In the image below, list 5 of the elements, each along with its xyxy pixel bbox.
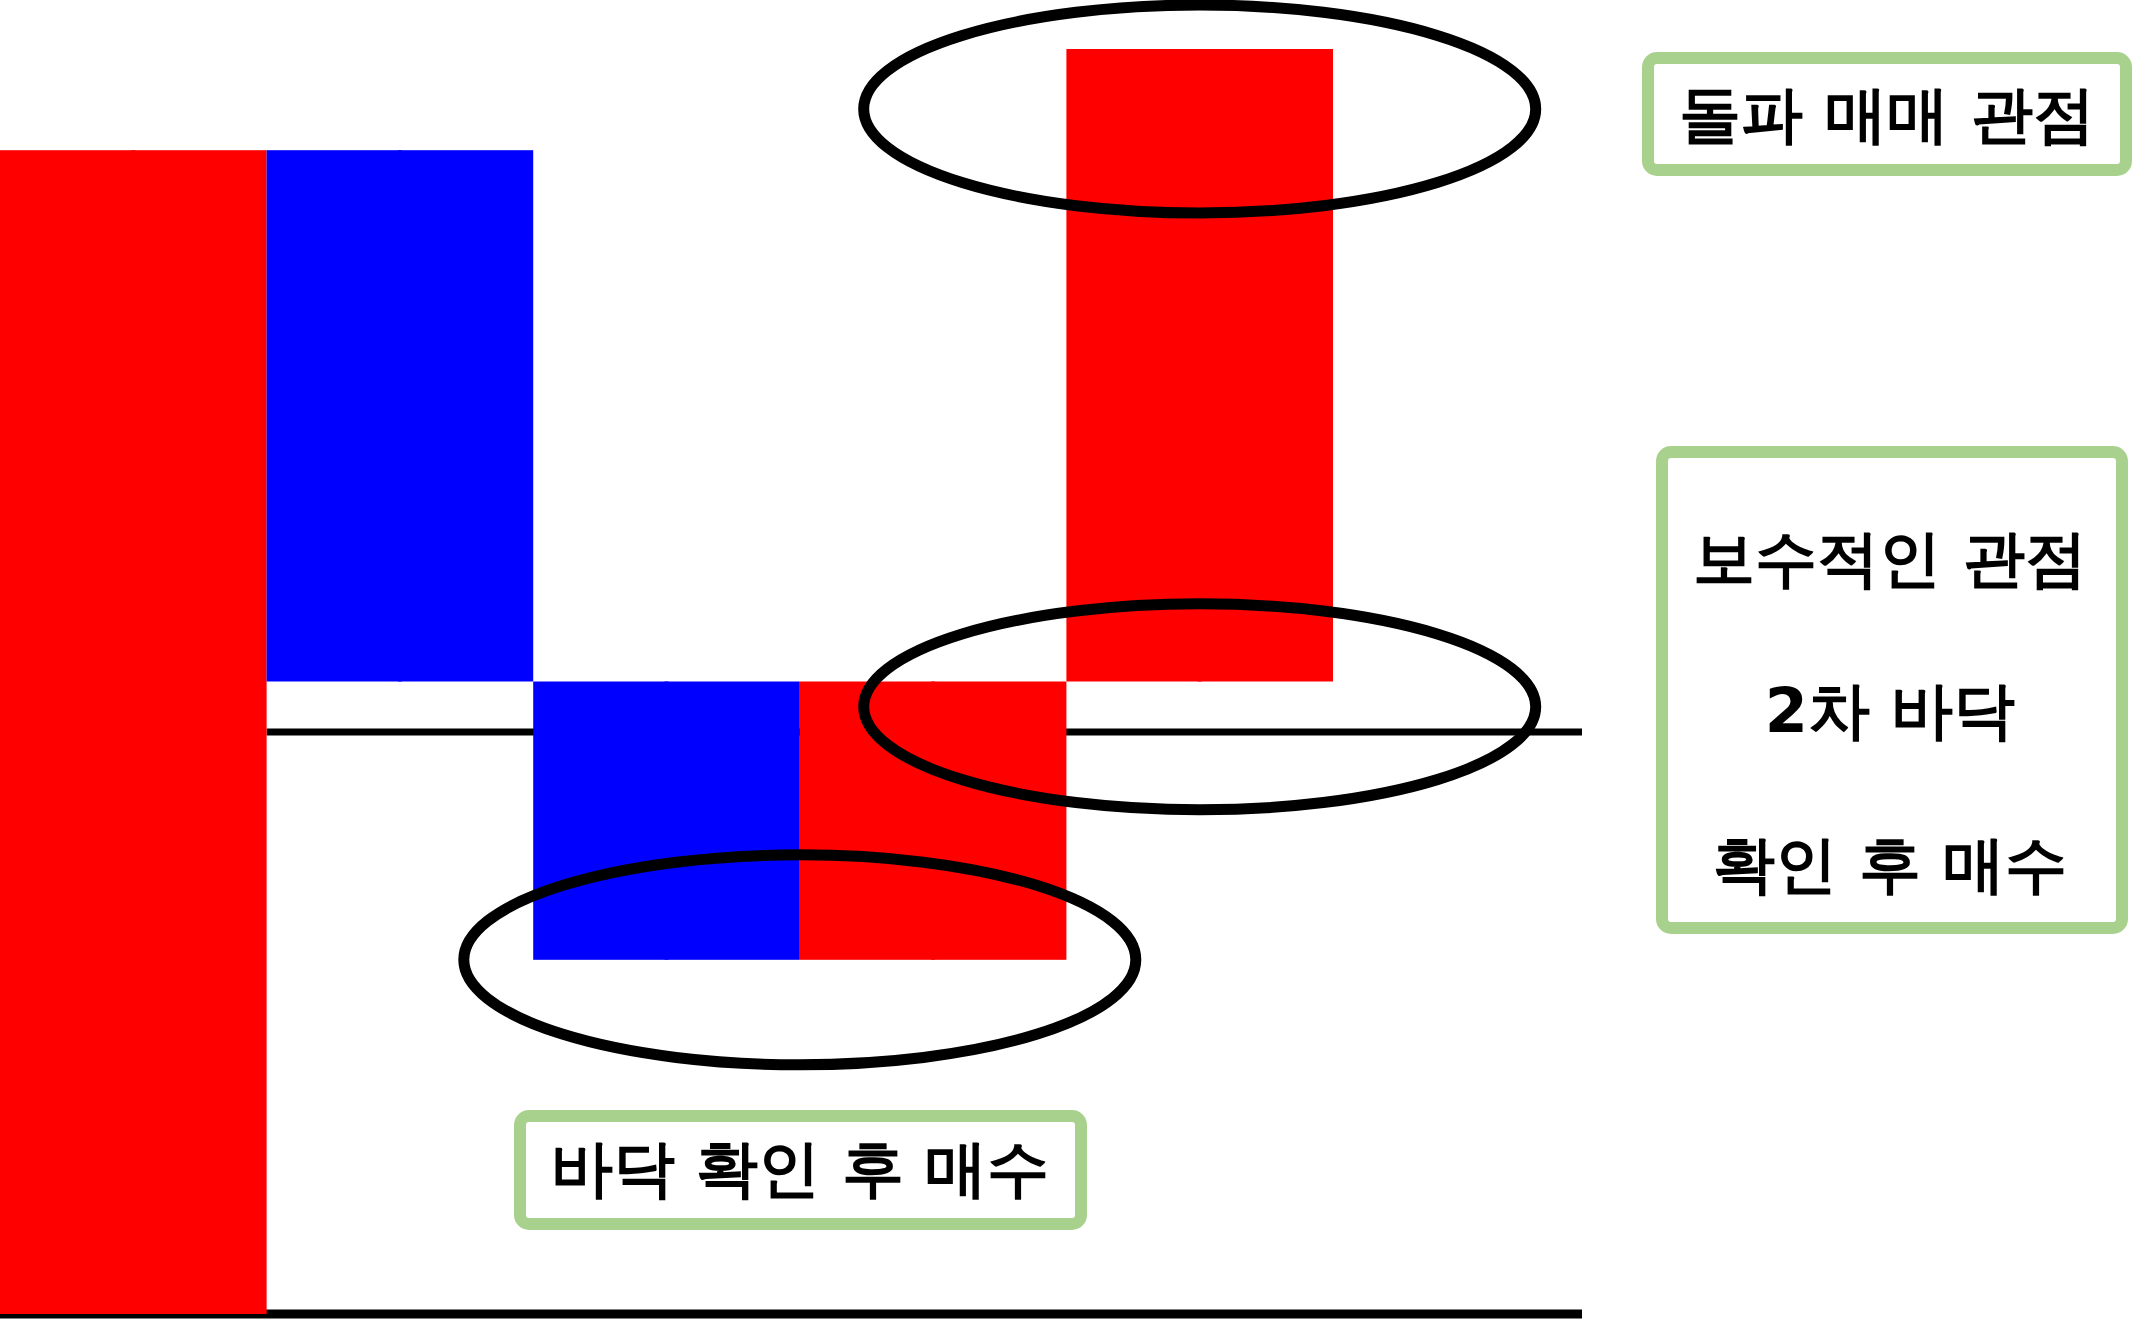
text: 2차 바닥 [1764, 673, 2016, 747]
text: 돌파 매매 관점 [1679, 77, 2095, 151]
text: 확인 후 매수 [1713, 827, 2067, 901]
annotation: 바닥 확인 후 매수 [550, 1131, 1050, 1205]
text: 보수적인 관점 [1693, 521, 2087, 595]
